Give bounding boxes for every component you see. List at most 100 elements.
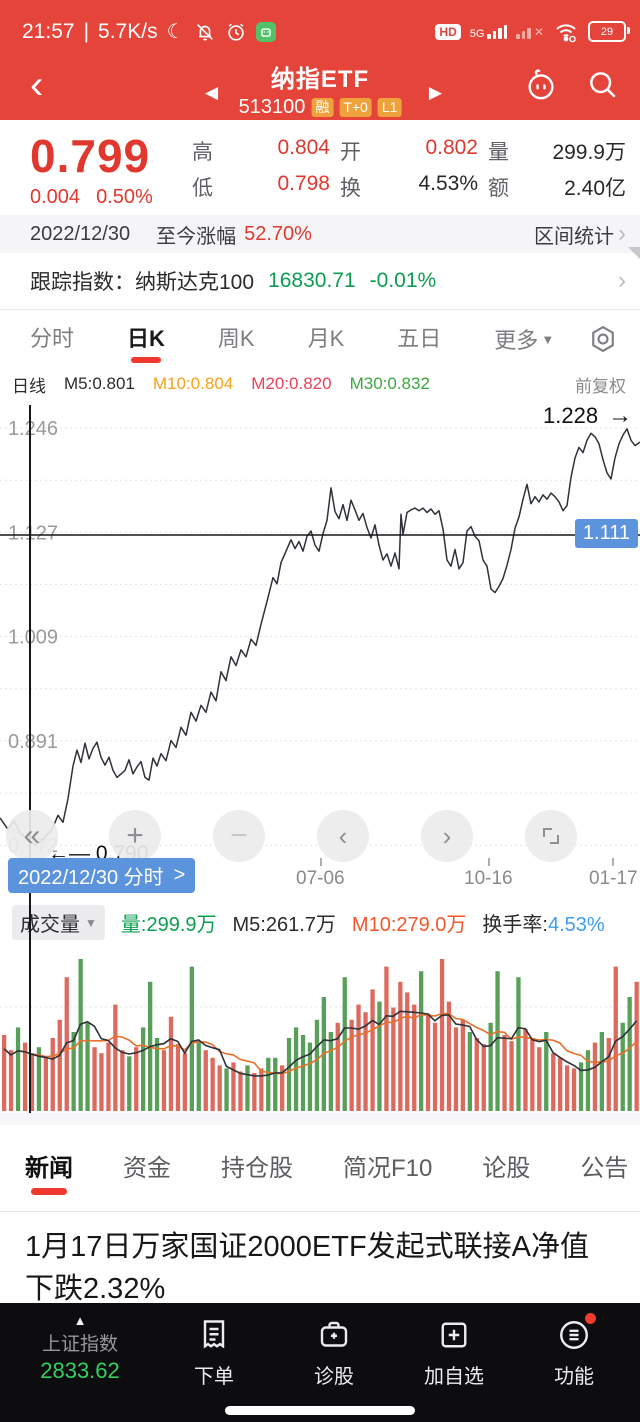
signal-5g-icon: 5G <box>470 24 508 39</box>
tab-monthly-k[interactable]: 月K <box>307 326 345 351</box>
pan-right-button[interactable]: › <box>421 810 473 862</box>
chart-period-tabs: 分时 日K 周K 月K 五日 更多 ▼ <box>0 310 640 368</box>
fullscreen-button[interactable] <box>525 810 577 862</box>
volume-chart-svg <box>0 959 640 1111</box>
bell-muted-icon <box>194 21 216 43</box>
order-icon <box>194 1315 234 1355</box>
latest-price-annotation: 1.228 → <box>543 402 633 429</box>
turnover-rate: 换手率:4.53% <box>482 914 605 936</box>
stat-value-low: 0.798 <box>277 172 330 195</box>
tracking-index-row[interactable]: 跟踪指数：纳斯达克100 16830.71 -0.01% › <box>0 253 640 310</box>
ma30-value: M30:0.832 <box>349 374 430 393</box>
nav-place-order[interactable]: 下单 <box>154 1313 274 1422</box>
stat-label-turnover: 换 <box>340 177 361 200</box>
index-quote-widget[interactable]: ▲ 上证指数 2833.62 <box>6 1313 154 1422</box>
price-change: 0.004 <box>30 186 81 208</box>
tab-news[interactable]: 新闻 <box>25 1132 73 1205</box>
clock: 21:57 <box>22 19 75 43</box>
rewind-button[interactable]: « <box>6 810 58 862</box>
back-button[interactable]: ‹ <box>30 62 44 107</box>
tab-forum[interactable]: 论股 <box>482 1154 531 1182</box>
expand-up-icon: ▲ <box>73 1313 87 1328</box>
volume-value: 量:299.9万 <box>120 914 217 936</box>
interval-stats-link[interactable]: 区间统计 › <box>534 220 626 248</box>
volume-selector[interactable]: 成交量 ▼ <box>12 905 105 940</box>
stat-value-high: 0.804 <box>277 136 330 159</box>
stock-code: 513100 <box>238 96 306 118</box>
t0-badge: T+0 <box>339 98 372 117</box>
tracking-index-value: 16830.71 <box>268 269 356 292</box>
tab-weekly-k[interactable]: 周K <box>217 326 255 351</box>
stat-label-low: 低 <box>192 177 213 200</box>
tab-daily-k[interactable]: 日K <box>127 311 165 367</box>
chevron-down-icon: ▼ <box>85 915 97 930</box>
tab-more[interactable]: 更多 ▼ <box>494 328 555 353</box>
volume-ma5: M5:261.7万 <box>232 914 336 936</box>
ai-assistant-icon[interactable] <box>524 67 558 101</box>
fullscreen-icon <box>543 828 559 844</box>
tracking-index-change: -0.01% <box>369 269 437 292</box>
svg-text:1.246: 1.246 <box>8 418 58 440</box>
tab-announcements[interactable]: 公告 <box>580 1154 629 1182</box>
chevron-down-icon: ▼ <box>541 331 555 347</box>
diagnose-icon <box>314 1315 354 1355</box>
notification-dot <box>585 1313 596 1324</box>
add-watchlist-icon <box>434 1315 474 1355</box>
network-speed: 5.7K/s <box>98 19 158 43</box>
margin-badge: 融 <box>311 98 334 117</box>
volume-chart[interactable] <box>0 945 640 1113</box>
next-stock-button[interactable]: ▶ <box>428 83 442 102</box>
nav-functions[interactable]: 功能 <box>514 1313 634 1422</box>
chart-settings-icon[interactable] <box>588 324 618 354</box>
tab-funds[interactable]: 资金 <box>123 1154 171 1182</box>
news-headline[interactable]: 1月17日万家国证2000ETF发起式联接A净值下跌2.32% <box>25 1231 590 1306</box>
stock-name: 纳指ETF <box>270 66 370 93</box>
prev-stock-button[interactable]: ◀ <box>205 83 219 102</box>
stat-label-high: 高 <box>192 141 213 164</box>
x-axis-tick <box>612 858 614 866</box>
pan-left-button[interactable]: ‹ <box>317 810 369 862</box>
l1-badge: L1 <box>377 98 402 117</box>
zoom-out-button[interactable]: − <box>213 810 265 862</box>
hd-badge: HD <box>435 23 461 40</box>
signal-2-no-sim-icon: ✕ <box>516 25 544 39</box>
stock-title-block: 纳指ETF 513100 融 T+0 L1 <box>239 59 402 119</box>
crosshair-date-tag[interactable]: 2022/12/30 分时 > <box>8 858 196 893</box>
tab-holdings[interactable]: 持仓股 <box>221 1154 293 1182</box>
price-change-pct: 0.50% <box>96 186 153 208</box>
ma-indicator-row: 日线 M5:0.801 M10:0.804 M20:0.820 M30:0.83… <box>0 368 640 400</box>
status-bar: 21:57 | 5.7K/s ☾ HD 5G ✕ 29 <box>0 0 640 57</box>
bottom-nav: ▲ 上证指数 2833.62 下单 诊股 加自选 功能 <box>0 1303 640 1422</box>
separator: | <box>83 19 90 43</box>
x-axis-tick <box>320 858 322 866</box>
adjust-mode-label[interactable]: 前复权 <box>575 376 626 396</box>
range-start-date: 2022/12/30 <box>30 222 131 245</box>
app-header: ‹ ◀ 纳指ETF 513100 融 T+0 L1 ▶ <box>0 57 640 120</box>
stat-value-amount: 2.40亿 <box>564 177 626 200</box>
stat-value-volume: 299.9万 <box>552 141 626 164</box>
tracking-index-label: 跟踪指数：纳斯达克100 <box>30 271 255 294</box>
zoom-in-button[interactable]: + <box>109 810 161 862</box>
chevron-right-icon: › <box>618 220 626 247</box>
tab-five-day[interactable]: 五日 <box>397 326 442 351</box>
stat-label-open: 开 <box>340 141 361 164</box>
x-axis-label-2: 07-06 <box>296 868 345 889</box>
tab-profile-f10[interactable]: 简况F10 <box>343 1154 433 1182</box>
nav-diagnose-stock[interactable]: 诊股 <box>274 1313 394 1422</box>
stat-value-turnover: 4.53% <box>418 172 478 195</box>
range-stat-band: 2022/12/30 至今涨幅 52.70% 区间统计 › <box>0 215 640 259</box>
do-not-disturb-moon-icon: ☾ <box>166 21 185 43</box>
x-axis-label-3: 10-16 <box>464 868 513 889</box>
range-gain-label: 至今涨幅 <box>156 225 237 248</box>
app-notification-icon <box>255 21 276 42</box>
home-indicator[interactable] <box>225 1406 415 1415</box>
search-icon[interactable] <box>586 68 618 100</box>
nav-add-watchlist[interactable]: 加自选 <box>394 1313 514 1422</box>
volume-ma10: M10:279.0万 <box>351 914 467 936</box>
tab-minute[interactable]: 分时 <box>30 326 75 351</box>
range-gain-value: 52.70% <box>244 222 312 245</box>
corner-fold-decoration <box>628 247 640 259</box>
wifi-icon <box>553 21 579 43</box>
last-price: 0.799 <box>30 130 151 182</box>
